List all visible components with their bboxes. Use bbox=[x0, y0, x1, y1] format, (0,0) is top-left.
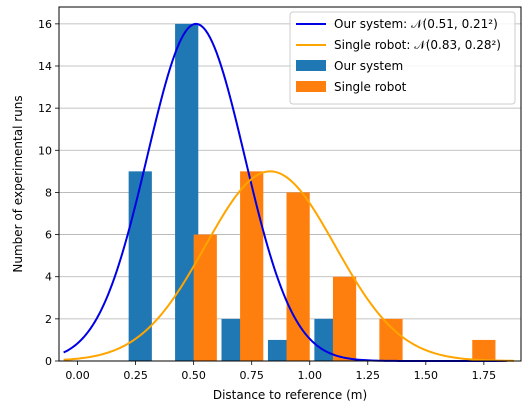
our-system-bar bbox=[267, 339, 292, 361]
y-tick-label: 10 bbox=[38, 144, 52, 157]
y-tick-label: 16 bbox=[38, 18, 52, 31]
our-system-bar bbox=[221, 318, 245, 361]
y-tick-label: 14 bbox=[38, 60, 52, 73]
legend-label-single-robot: Single robot bbox=[334, 80, 407, 94]
legend-label-single-robot-0-83-0-28: Single robot: 𝒩(0.83, 0.28²) bbox=[334, 38, 501, 52]
single-robot-normal-curve bbox=[63, 170, 515, 362]
x-tick-label: 0.25 bbox=[123, 369, 148, 382]
single-robot-bar bbox=[379, 318, 403, 361]
single-robot-bar bbox=[472, 339, 496, 361]
x-tick-label: 0.75 bbox=[239, 369, 264, 382]
legend-box bbox=[289, 11, 516, 105]
single-robot-bar bbox=[286, 192, 310, 361]
single-robot-bar bbox=[332, 276, 357, 361]
x-tick-label: 1.25 bbox=[356, 369, 381, 382]
legend-patch-swatch bbox=[296, 60, 326, 71]
y-axis-label: Number of experimental runs bbox=[11, 95, 25, 272]
bars bbox=[128, 23, 496, 361]
x-tick-label: 0.50 bbox=[181, 369, 206, 382]
y-tick-label: 12 bbox=[38, 102, 52, 115]
legend-patch-swatch bbox=[296, 81, 326, 92]
x-axis-label: Distance to reference (m) bbox=[213, 388, 367, 402]
our-system-bar bbox=[175, 23, 199, 361]
single-robot-bar bbox=[193, 234, 217, 361]
y-tick-label: 4 bbox=[45, 271, 52, 284]
our-system-bar bbox=[314, 318, 338, 361]
x-tick-label: 1.50 bbox=[414, 369, 439, 382]
y-tick-label: 8 bbox=[45, 186, 52, 199]
y-tick-label: 2 bbox=[45, 313, 52, 326]
legend: Our system: 𝒩(0.51, 0.21²) Single robot: … bbox=[289, 11, 516, 105]
x-tick-label: 0.00 bbox=[65, 369, 90, 382]
single-robot-bar bbox=[240, 171, 264, 361]
legend-label-our-system-0-51-0-21: Our system: 𝒩(0.51, 0.21²) bbox=[334, 17, 498, 31]
our-system-bar bbox=[128, 171, 152, 361]
y-tick-label: 6 bbox=[45, 229, 52, 242]
y-tick-label: 0 bbox=[45, 355, 52, 368]
y-axis-ticks: 0 2 4 6 8 10 12 14 16 bbox=[38, 18, 59, 368]
plot-frame bbox=[58, 6, 522, 362]
x-axis-ticks: 0.00 0.25 0.50 0.75 1.00 1.25 1.50 1.75 bbox=[65, 361, 496, 382]
x-tick-label: 1.75 bbox=[472, 369, 497, 382]
x-tick-label: 1.00 bbox=[297, 369, 322, 382]
legend-label-our-system: Our system bbox=[334, 59, 403, 73]
